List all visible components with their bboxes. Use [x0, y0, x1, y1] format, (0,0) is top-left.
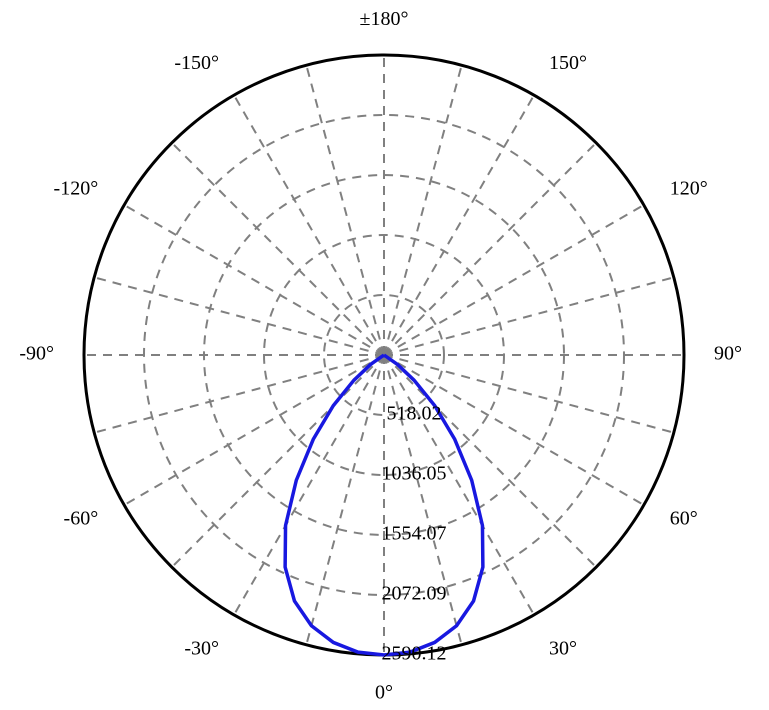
polar-spoke [384, 355, 534, 615]
radial-tick-label: 518.02 [387, 403, 442, 425]
polar-spoke [124, 355, 384, 505]
angle-tick-label: 30° [549, 637, 577, 659]
radial-tick-label: 2590.12 [382, 643, 447, 665]
polar-spoke [384, 95, 534, 355]
polar-spoke [384, 277, 674, 355]
angle-tick-label: 120° [670, 178, 708, 200]
polar-spoke [172, 143, 384, 355]
polar-spoke [384, 65, 462, 355]
radial-tick-label: 1036.05 [382, 463, 447, 485]
polar-spoke [94, 277, 384, 355]
angle-tick-label: 0° [375, 682, 393, 704]
polar-spoke [384, 205, 644, 355]
polar-spoke [384, 143, 596, 355]
angle-tick-label: -150° [174, 52, 219, 74]
polar-spoke [306, 355, 384, 645]
radial-tick-label: 2072.09 [382, 583, 447, 605]
polar-spoke [124, 205, 384, 355]
angle-tick-label: 60° [670, 508, 698, 530]
polar-spoke [306, 65, 384, 355]
angle-tick-label: -60° [64, 508, 99, 530]
radial-tick-label: 1554.07 [382, 523, 447, 545]
polar-spoke [234, 355, 384, 615]
angle-tick-label: 90° [714, 343, 742, 365]
polar-chart: 518.02 1036.05 1554.07 2072.09 2590.12 ±180°… [0, 0, 769, 710]
angle-tick-label: -30° [184, 637, 219, 659]
polar-spoke [94, 355, 384, 433]
radial-labels: 518.02 1036.05 1554.07 2072.09 2590.12 [382, 403, 447, 665]
angle-tick-label: 150° [549, 52, 587, 74]
polar-spoke [172, 355, 384, 567]
angle-tick-label: -120° [54, 178, 99, 200]
polar-spoke [234, 95, 384, 355]
angle-tick-label: -90° [19, 343, 54, 365]
angle-tick-label: ±180° [360, 8, 409, 30]
